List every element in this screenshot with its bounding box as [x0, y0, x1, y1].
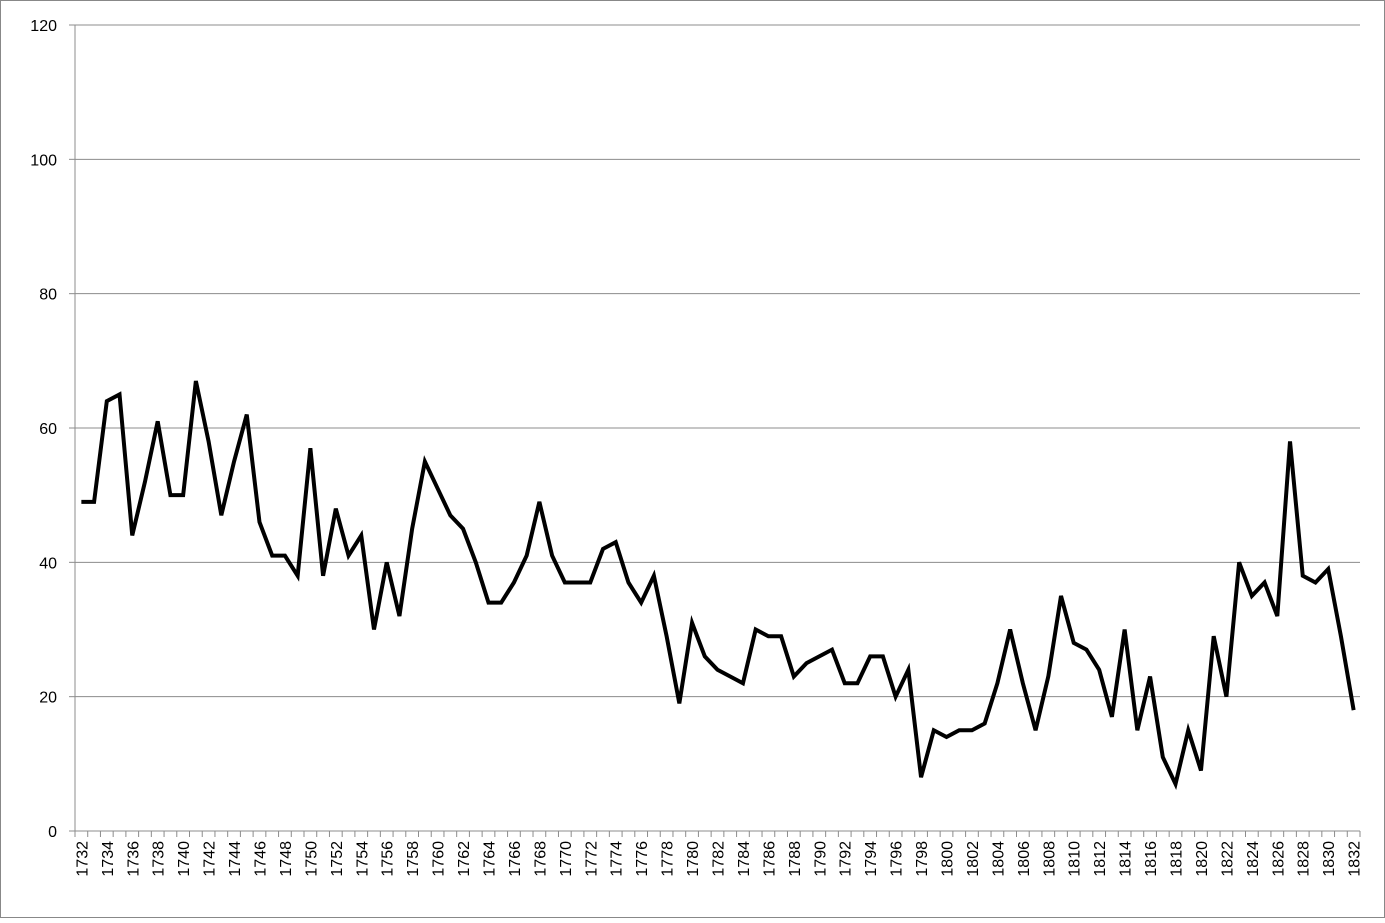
x-tick-label: 1762 — [456, 841, 473, 877]
x-tick-label: 1746 — [252, 841, 269, 877]
x-tick-label: 1806 — [1016, 841, 1033, 877]
x-tick-label: 1810 — [1067, 841, 1084, 877]
x-tick-label: 1768 — [532, 841, 549, 877]
x-tick-label: 1740 — [176, 841, 193, 877]
x-tick-label: 1738 — [151, 841, 168, 877]
x-tick-label: 1822 — [1219, 841, 1236, 877]
x-tick-label: 1818 — [1169, 841, 1186, 877]
x-tick-label: 1804 — [990, 841, 1007, 877]
y-tick-label: 100 — [30, 152, 57, 169]
x-tick-label: 1814 — [1118, 841, 1135, 877]
x-tick-label: 1824 — [1245, 841, 1262, 877]
x-tick-label: 1760 — [431, 841, 448, 877]
x-tick-label: 1776 — [634, 841, 651, 877]
y-tick-label: 40 — [39, 555, 57, 572]
x-tick-label: 1800 — [940, 841, 957, 877]
x-tick-label: 1812 — [1092, 841, 1109, 877]
x-tick-label: 1832 — [1347, 841, 1364, 877]
x-tick-label: 1758 — [405, 841, 422, 877]
y-tick-label: 80 — [39, 287, 57, 304]
x-tick-label: 1772 — [583, 841, 600, 877]
y-tick-label: 120 — [30, 18, 57, 35]
x-tick-label: 1782 — [711, 841, 728, 877]
x-tick-label: 1792 — [838, 841, 855, 877]
x-tick-label: 1770 — [558, 841, 575, 877]
x-tick-label: 1796 — [889, 841, 906, 877]
x-tick-label: 1826 — [1270, 841, 1287, 877]
x-tick-label: 1744 — [227, 841, 244, 877]
y-tick-label: 20 — [39, 690, 57, 707]
x-tick-label: 1830 — [1321, 841, 1338, 877]
x-tick-label: 1794 — [863, 841, 880, 877]
x-tick-label: 1752 — [329, 841, 346, 877]
x-tick-label: 1786 — [761, 841, 778, 877]
x-tick-label: 1764 — [481, 841, 498, 877]
x-tick-label: 1754 — [354, 841, 371, 877]
x-tick-label: 1820 — [1194, 841, 1211, 877]
x-tick-label: 1784 — [736, 841, 753, 877]
x-tick-label: 1778 — [660, 841, 677, 877]
x-tick-label: 1756 — [380, 841, 397, 877]
data-line — [81, 380, 1356, 790]
x-tick-label: 1736 — [125, 841, 142, 877]
x-tick-label: 1788 — [787, 841, 804, 877]
x-tick-label: 1766 — [507, 841, 524, 877]
x-tick-label: 1748 — [278, 841, 295, 877]
y-tick-label: 0 — [48, 824, 57, 841]
x-tick-label: 1798 — [914, 841, 931, 877]
x-tick-label: 1742 — [202, 841, 219, 877]
x-tick-label: 1802 — [965, 841, 982, 877]
x-tick-label: 1816 — [1143, 841, 1160, 877]
x-tick-label: 1790 — [812, 841, 829, 877]
x-tick-label: 1774 — [609, 841, 626, 877]
x-tick-label: 1828 — [1296, 841, 1313, 877]
x-tick-label: 1780 — [685, 841, 702, 877]
x-tick-label: 1750 — [303, 841, 320, 877]
x-tick-label: 1808 — [1041, 841, 1058, 877]
y-tick-label: 60 — [39, 421, 57, 438]
x-tick-label: 1732 — [74, 841, 91, 877]
x-tick-label: 1734 — [100, 841, 117, 877]
